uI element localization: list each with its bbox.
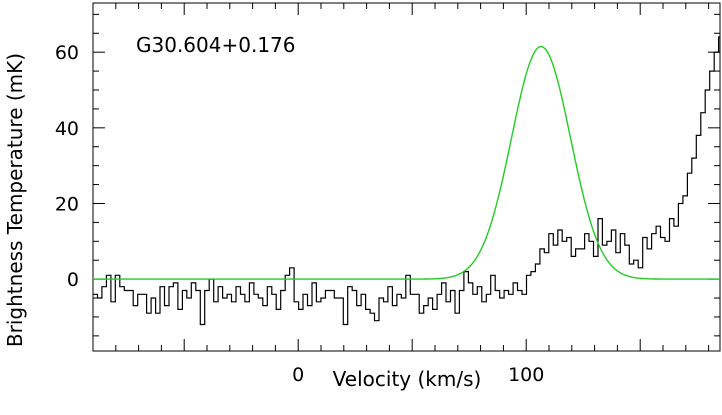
tick-marks [92, 3, 720, 351]
x-tick-label: 100 [508, 364, 544, 386]
source-annotation: G30.604+0.176 [136, 33, 296, 57]
spectrum-histogram [93, 36, 720, 326]
gaussian-fit-line [93, 45, 720, 280]
x-axis-title: Velocity (km/s) [333, 367, 482, 391]
y-axis-title: Brightness Temperature (mK) [3, 53, 27, 347]
plot-frame [92, 2, 721, 352]
y-tick-label: 0 [67, 269, 79, 291]
tick-labels: 0 100 0 20 40 60 [55, 42, 545, 386]
x-tick-label: 0 [292, 364, 304, 386]
y-tick-label: 60 [55, 42, 79, 64]
plot-area [93, 36, 720, 326]
y-tick-label: 40 [55, 118, 79, 140]
y-tick-label: 20 [55, 193, 79, 215]
